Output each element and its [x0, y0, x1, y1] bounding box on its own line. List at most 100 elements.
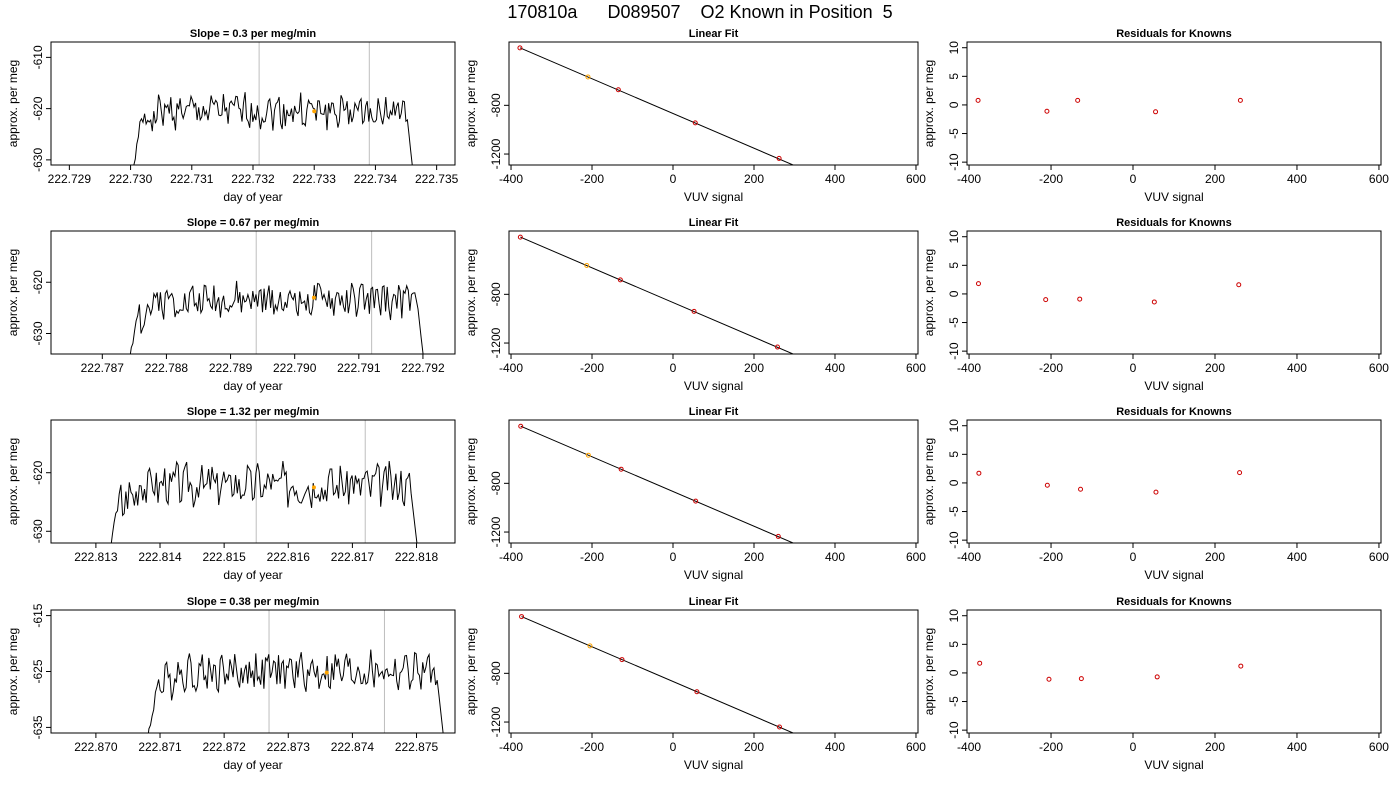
x-tick-label: 222.788 — [145, 361, 189, 375]
data-trace — [133, 92, 413, 165]
plot-frame — [966, 609, 1382, 734]
y-tick-label: -610 — [31, 45, 45, 69]
x-tick-label: 600 — [1369, 550, 1389, 564]
x-tick-label: 400 — [825, 550, 845, 564]
y-tick-label: -10 — [947, 531, 961, 549]
data-point — [585, 452, 591, 458]
plot-area — [975, 281, 1242, 305]
x-tick-label: 400 — [1287, 361, 1307, 375]
data-point — [777, 724, 783, 730]
data-point — [1044, 482, 1050, 488]
x-tick-label: 222.813 — [74, 550, 118, 564]
x-axis-label: VUV signal — [1144, 190, 1203, 204]
y-axis-label: approx. per meg — [922, 60, 936, 147]
x-tick-label: 222.814 — [138, 550, 182, 564]
y-tick-label: -630 — [31, 321, 45, 345]
data-point — [1046, 676, 1052, 682]
x-tick-label: 600 — [906, 361, 926, 375]
plot-area — [519, 614, 795, 733]
y-tick-label: -5 — [947, 128, 961, 139]
y-tick-label: 5 — [947, 73, 961, 80]
data-point — [1237, 470, 1243, 476]
x-tick-label: 200 — [744, 172, 764, 186]
x-tick-label: 200 — [1205, 172, 1225, 186]
data-point — [1237, 97, 1243, 103]
data-point — [776, 155, 782, 161]
panel-7: Linear Fit -400 -200 0 200 400 600 -1200 -800 VUV… — [464, 596, 926, 772]
page-title: 170810a D089507 O2 Known in Position 5 — [507, 2, 893, 22]
plot-area — [518, 423, 795, 543]
x-axis-label: day of year — [223, 758, 282, 772]
data-point — [585, 74, 591, 80]
plot-area — [976, 470, 1243, 495]
y-tick-label: -5 — [947, 696, 961, 707]
x-tick-label: 600 — [1369, 740, 1389, 754]
data-point — [975, 281, 981, 287]
y-tick-label: -5 — [947, 506, 961, 517]
x-tick-label: 200 — [744, 740, 764, 754]
x-tick-label: -400 — [499, 361, 523, 375]
data-point — [518, 423, 524, 429]
data-point — [1077, 296, 1083, 302]
plot-frame — [50, 41, 456, 166]
x-tick-label: -400 — [957, 550, 981, 564]
plot-area — [147, 610, 444, 733]
y-tick-label: -800 — [489, 93, 503, 117]
x-axis-label: VUV signal — [1144, 758, 1203, 772]
y-tick-label: -800 — [489, 471, 503, 495]
plot-area — [517, 45, 795, 165]
highlight-point — [324, 670, 329, 675]
data-point — [1236, 282, 1242, 288]
y-tick-label: -615 — [31, 603, 45, 627]
y-tick-label: -630 — [31, 148, 45, 172]
y-axis-label: approx. per meg — [922, 438, 936, 525]
plot-frame — [508, 230, 919, 355]
y-tick-label: -630 — [31, 519, 45, 543]
y-tick-label: 5 — [947, 641, 961, 648]
x-tick-label: 200 — [744, 361, 764, 375]
panel-title: Slope = 0.3 per meg/min — [190, 28, 317, 40]
y-tick-label: -800 — [489, 282, 503, 306]
panel-8: Residuals for Knowns -400 -200 0 200 400 600 -1… — [922, 28, 1389, 204]
data-trace — [129, 280, 424, 354]
y-axis-label: approx. per meg — [6, 249, 20, 336]
x-tick-label: 0 — [670, 740, 677, 754]
highlight-point — [312, 109, 317, 114]
data-point — [519, 614, 525, 620]
x-axis-label: day of year — [223, 190, 282, 204]
x-tick-label: 200 — [744, 550, 764, 564]
y-tick-label: 10 — [947, 41, 961, 55]
x-tick-label: -200 — [1039, 361, 1063, 375]
y-axis-label: approx. per meg — [6, 438, 20, 525]
x-tick-label: 0 — [1130, 172, 1137, 186]
x-axis-label: VUV signal — [1144, 379, 1203, 393]
y-tick-label: 10 — [947, 419, 961, 433]
data-point — [691, 308, 697, 314]
plot-frame — [966, 41, 1382, 166]
x-tick-label: -400 — [957, 740, 981, 754]
x-tick-label: 400 — [825, 740, 845, 754]
plot-frame — [50, 230, 456, 355]
x-tick-label: -200 — [1039, 172, 1063, 186]
y-tick-label: 0 — [947, 101, 961, 108]
x-tick-label: 600 — [906, 740, 926, 754]
x-tick-label: 222.870 — [74, 740, 118, 754]
y-tick-label: -1200 — [489, 516, 503, 547]
x-tick-label: 222.729 — [48, 172, 92, 186]
data-point — [1044, 108, 1050, 114]
x-tick-label: 222.871 — [138, 740, 182, 754]
panel-2: Slope = 1.32 per meg/min 222.813 222.814 22… — [6, 406, 456, 582]
x-tick-label: 0 — [670, 172, 677, 186]
y-tick-label: 0 — [947, 479, 961, 486]
panel-1: Slope = 0.67 per meg/min 222.787 222.788 22… — [6, 217, 456, 393]
data-point — [1043, 297, 1049, 303]
y-tick-label: -800 — [489, 661, 503, 685]
y-tick-label: -10 — [947, 721, 961, 739]
x-tick-label: 200 — [1205, 550, 1225, 564]
x-tick-label: 222.792 — [401, 361, 445, 375]
x-tick-label: 222.874 — [331, 740, 375, 754]
y-tick-label: -1200 — [489, 327, 503, 358]
x-axis-label: VUV signal — [684, 758, 743, 772]
panel-4: Linear Fit -400 -200 0 200 400 600 -1200 -800 VUV… — [464, 28, 926, 204]
x-tick-label: -200 — [580, 740, 604, 754]
